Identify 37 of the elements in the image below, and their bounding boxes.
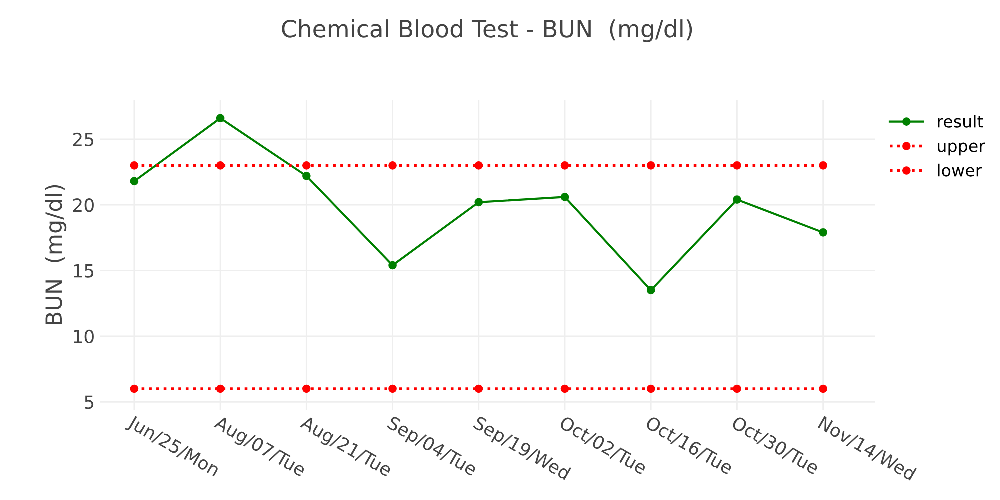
y-tick-label: 5 [85,396,94,410]
point [819,384,828,394]
y-tick-label: 15 [74,264,94,278]
point [388,384,397,394]
point [474,198,484,207]
point [474,162,484,170]
point [560,193,570,202]
point [388,162,397,170]
point [646,384,656,394]
point [302,384,311,394]
legend-label: lower [938,164,982,177]
y-tick-label: 10 [74,330,94,344]
point [216,384,225,394]
y-axis-title: BUN (mg/dl) [45,185,67,324]
y-tick-label: 20 [73,198,94,212]
point [819,162,828,170]
point [130,384,139,394]
point [733,196,742,204]
y-tick-label: 25 [73,132,94,147]
point [560,162,570,170]
chart-title: Chemical Blood Test - BUN (mg/dl) [282,20,692,42]
point [646,162,656,170]
point [130,177,139,186]
point [733,384,742,394]
legend-label: result [938,115,984,128]
legend-label: upper [938,142,986,156]
point [560,384,570,394]
point [646,286,656,295]
point [130,162,139,170]
point [302,172,311,180]
point [474,384,484,394]
point [216,114,225,123]
point [388,261,397,270]
point [216,162,225,170]
point [302,162,311,170]
point [819,228,828,237]
point [733,162,742,170]
